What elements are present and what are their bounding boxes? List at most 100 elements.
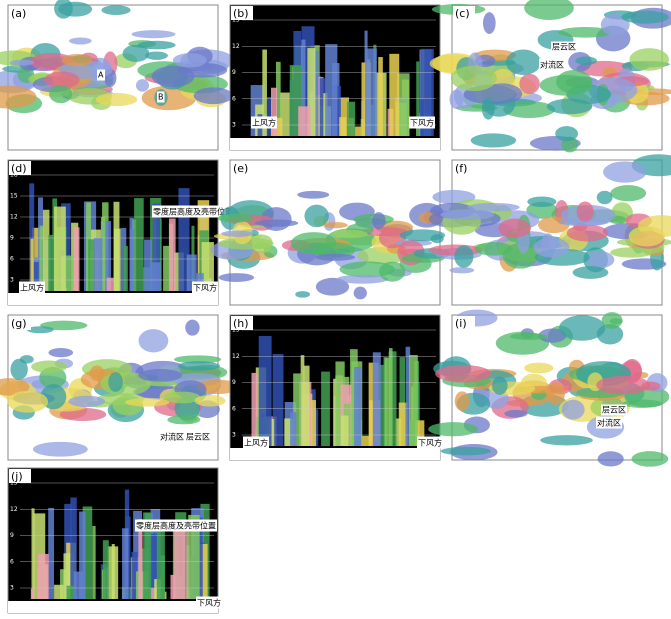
panel-label: (c) <box>455 7 470 20</box>
echo-blob <box>125 397 170 407</box>
annotation: B <box>158 93 164 102</box>
annotation-bg <box>19 281 45 294</box>
echo-blob <box>539 74 593 96</box>
echo-blob <box>49 84 73 104</box>
echo-column <box>333 378 338 446</box>
echo-column <box>73 571 84 599</box>
axis-strip <box>8 601 218 613</box>
echo-blob <box>538 328 567 343</box>
echo-column <box>186 254 197 291</box>
echo-blob <box>629 48 670 71</box>
y-tick-label: 3 <box>232 432 236 439</box>
annotation-bg <box>539 58 565 71</box>
echo-blob <box>600 13 630 36</box>
echo-column <box>298 106 311 136</box>
echo-column <box>293 373 302 446</box>
echo-column <box>420 48 434 136</box>
annotation-bg <box>185 431 211 443</box>
echo-blob <box>450 65 497 92</box>
echo-blob <box>336 274 389 284</box>
echo-column <box>152 203 161 291</box>
y-tick-label: 6 <box>10 256 14 263</box>
echo-blob <box>597 451 624 467</box>
echo-column <box>272 354 284 446</box>
echo-blob <box>470 133 517 148</box>
echo-blob <box>295 291 311 298</box>
echo-column <box>408 354 418 446</box>
annotation-bg <box>159 430 185 443</box>
annotation-bg <box>417 436 443 449</box>
axis-strip <box>230 138 440 150</box>
annotation-bg <box>152 205 234 218</box>
echo-column <box>389 348 393 446</box>
echo-column <box>149 262 161 291</box>
annotation-bg <box>596 416 622 429</box>
echo-blob <box>48 348 74 358</box>
echo-blob <box>519 73 540 94</box>
echo-column <box>251 372 258 446</box>
echo-blob <box>454 391 470 411</box>
echo-blob <box>145 51 168 60</box>
echo-blob <box>217 213 254 223</box>
echo-blob <box>0 85 37 109</box>
echo-column <box>120 227 127 291</box>
echo-column <box>290 412 297 446</box>
echo-column <box>106 277 114 291</box>
echo-column <box>123 246 128 291</box>
annotation-bg <box>196 596 222 609</box>
echo-blob <box>26 326 54 334</box>
echo-column <box>79 511 86 599</box>
echo-column <box>198 543 208 599</box>
echo-column <box>307 48 316 136</box>
echo-blob <box>540 435 593 446</box>
annotation-bg <box>409 116 435 129</box>
label-box <box>9 469 31 483</box>
echo-blob <box>503 101 556 118</box>
echo-blob <box>449 267 475 274</box>
echo-blob <box>601 312 623 329</box>
echo-column <box>102 540 109 599</box>
panel-label: (d) <box>11 162 27 175</box>
annotation: 层云区 <box>186 433 210 442</box>
annotation: 下风方 <box>197 598 221 608</box>
y-tick-label: 9 <box>10 532 14 539</box>
echo-column <box>156 528 165 599</box>
echo-blob <box>255 219 299 227</box>
y-tick-label: 3 <box>232 122 236 129</box>
echo-blob <box>399 229 446 242</box>
echo-column <box>42 209 50 291</box>
echo-blob <box>440 209 495 221</box>
echo-blob <box>221 230 254 237</box>
echo-blob <box>533 237 570 258</box>
panel-label: (a) <box>11 7 26 20</box>
echo-blob <box>44 71 80 89</box>
echo-blob <box>304 204 329 228</box>
echo-column <box>262 49 267 136</box>
echo-blob <box>527 196 557 208</box>
echo-blob <box>332 229 368 239</box>
echo-column <box>389 53 400 136</box>
echo-column <box>101 216 106 291</box>
echo-blob <box>603 161 647 183</box>
echo-column <box>415 420 425 446</box>
annotation: 上风方 <box>252 118 276 128</box>
echo-blob <box>173 355 222 364</box>
panel-label: (f) <box>455 162 467 175</box>
echo-column <box>338 97 349 136</box>
echo-column <box>359 435 370 446</box>
echo-column <box>266 96 273 136</box>
echo-blob <box>40 320 88 331</box>
echo-blob <box>572 266 609 279</box>
label-box <box>453 6 475 20</box>
echo-blob <box>101 5 131 15</box>
echo-column <box>143 512 152 599</box>
y-tick-label: 9 <box>10 235 14 242</box>
echo-column <box>339 117 347 136</box>
label-box <box>9 6 31 20</box>
echo-column <box>30 238 34 291</box>
echo-blob <box>467 202 520 212</box>
echo-blob <box>137 40 176 50</box>
echo-blob <box>177 361 220 371</box>
